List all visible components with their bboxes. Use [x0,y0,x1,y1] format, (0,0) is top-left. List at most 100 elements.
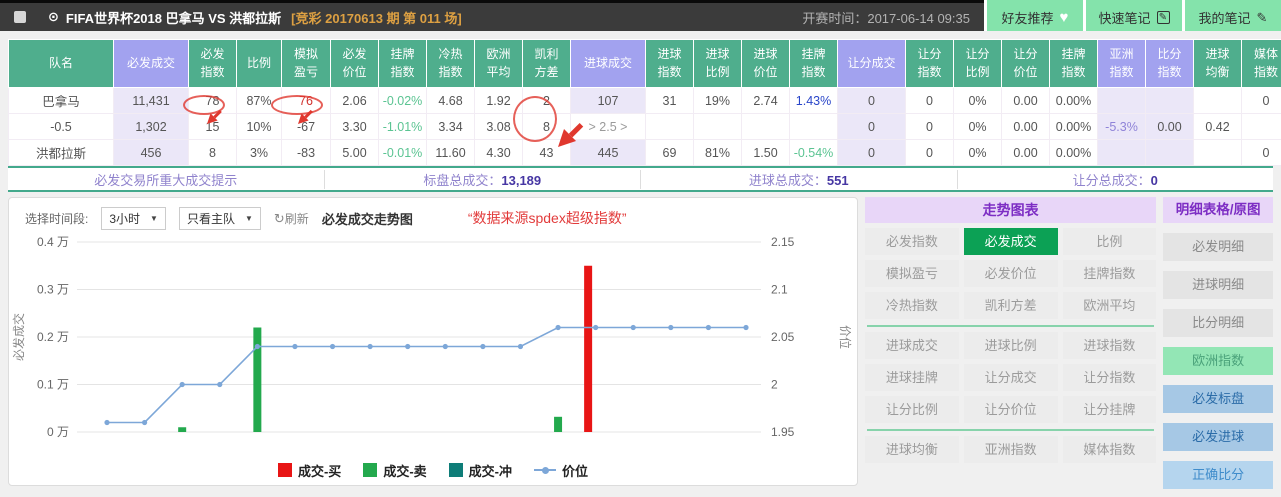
heart-icon: ♥ [1059,8,1069,26]
table-cell: 11.60 [426,139,475,166]
col-header: 进球成交 [570,39,646,88]
time-range-select[interactable]: 3小时 ▼ [101,206,166,230]
trend-btn-asian-index[interactable]: 亚洲指数 [963,436,1058,463]
match-checkbox[interactable] [14,11,26,23]
col-header: 进球均衡 [1193,39,1242,88]
detail-btn-bifa-market[interactable]: 必发标盘 [1163,385,1273,413]
svg-text:2.15: 2.15 [771,235,795,249]
trend-btn-handicap-listing[interactable]: 让分挂牌 [1062,396,1157,423]
trend-btn-sim-pnl[interactable]: 模拟盈亏 [865,260,959,287]
table-cell: 0.00% [1049,113,1098,140]
trend-btn-goal-volume[interactable]: 进球成交 [865,332,959,359]
team-scope-select[interactable]: 只看主队 ▼ [178,206,261,230]
summary-value: 13,189 [501,172,542,188]
table-cell: 10% [236,113,282,140]
table-cell: 0% [953,113,1002,140]
table-cell: 87% [236,87,282,114]
divider [867,429,1155,431]
table-cell: 5.00 [330,139,379,166]
svg-text:0.2 万: 0.2 万 [37,330,69,344]
refresh-button[interactable]: ↻刷新 [274,210,309,227]
table-cell: 3.34 [426,113,475,140]
table-cell: 76 [281,87,331,114]
col-header: 挂牌指数 [378,39,427,88]
trend-btn-goal-index[interactable]: 进球指数 [1062,332,1157,359]
match-title: ⊙ FIFA世界杯2018 巴拿马 VS 洪都拉斯 [48,8,281,27]
detail-btn-goal[interactable]: 进球明细 [1163,271,1273,299]
trend-btn-ratio[interactable]: 比例 [1062,228,1157,255]
svg-text:2: 2 [771,378,778,392]
pencil-icon: ✎ [1256,9,1268,25]
goal-line-cell: > 2.5 > [570,113,646,140]
legend-item: 成交-买 [277,461,341,480]
detail-btn-bifa[interactable]: 必发明细 [1163,233,1273,261]
handicap-total-matched: 让分总成交：0 [958,170,1274,189]
svg-text:0 万: 0 万 [47,425,69,439]
table-cell: 8 [522,113,571,140]
legend-label: 成交-冲 [468,463,512,479]
time-range-value: 3小时 [109,211,141,226]
trend-chart-card: 选择时间段: 3小时 ▼ 只看主队 ▼ ↻刷新 必发成交走势图 “数据来源spd… [8,197,858,486]
table-cell [1193,87,1242,114]
summary-label: 让分总成交： [1072,172,1151,188]
table-cell: 0.00 [1001,87,1050,114]
detail-panel-title: 明细表格/原图 [1163,197,1273,223]
col-header: 必发价位 [330,39,379,88]
friend-recommend-label: 好友推荐 [1001,10,1054,26]
trend-btn-hot-cold[interactable]: 冷热指数 [865,292,959,319]
goals-total-matched: 进球总成交：551 [641,169,958,189]
table-cell: 4.30 [474,139,523,166]
my-note-button[interactable]: 我的笔记 ✎ [1182,0,1281,31]
my-note-label: 我的笔记 [1198,10,1251,26]
col-header: 队名 [8,39,114,88]
legend-label: 成交-卖 [383,463,427,479]
data-source-note: “数据来源spdex超级指数” [467,210,627,226]
trend-btn-kelly[interactable]: 凯利方差 [963,292,1058,319]
trend-btn-bifa-price[interactable]: 必发价位 [963,260,1058,287]
quick-note-button[interactable]: 快速笔记 ✎ [1083,0,1182,31]
trend-btn-handicap-volume[interactable]: 让分成交 [963,364,1058,391]
col-header: 让分成交 [837,39,906,88]
detail-btn-score[interactable]: 比分明细 [1163,309,1273,337]
table-cell: 2.74 [741,87,790,114]
trend-btn-bifa-volume[interactable]: 必发成交 [963,228,1058,255]
trend-btn-handicap-ratio[interactable]: 让分比例 [865,396,959,423]
detail-btn-correct-score[interactable]: 正确比分 [1163,461,1273,489]
table-cell [1241,113,1281,140]
team-scope-value: 只看主队 [186,211,235,226]
col-header: 进球指数 [645,39,694,88]
table-cell: 1.43% [789,87,838,114]
trend-btn-listing-index[interactable]: 挂牌指数 [1062,260,1157,287]
chevron-down-icon: ▼ [244,213,253,223]
col-header: 比例 [236,39,282,88]
table-cell: -67 [281,113,331,140]
svg-text:2.05: 2.05 [771,330,795,344]
trend-btn-goal-listing[interactable]: 进球挂牌 [865,364,959,391]
trend-btn-media-index[interactable]: 媒体指数 [1062,436,1157,463]
table-cell: 0% [953,139,1002,166]
trend-btn-handicap-index[interactable]: 让分指数 [1062,364,1157,391]
trend-btn-euro-avg[interactable]: 欧洲平均 [1062,292,1157,319]
table-cell [1145,87,1194,114]
trend-btn-goal-ratio[interactable]: 进球比例 [963,332,1058,359]
col-header: 媒体指数 [1241,39,1281,88]
col-header: 让分指数 [905,39,954,88]
trend-chart: 0.4 万 2.15 0.3 万 2.1 0.2 万 2.05 0.1 万 2 0 万 1.95 必… [11,235,853,439]
friend-recommend-button[interactable]: 好友推荐 ♥ [984,0,1083,31]
svg-text:必发成交: 必发成交 [11,313,26,361]
trend-btn-goal-balance[interactable]: 进球均衡 [865,436,959,463]
col-header: 模拟盈亏 [281,39,331,88]
detail-btn-euro-index[interactable]: 欧洲指数 [1163,347,1273,375]
team-name-cell: 洪都拉斯 [8,139,114,166]
summary-value: 0 [1150,172,1158,188]
summary-label: 标盘总成交： [423,172,502,188]
table-cell: 0 [837,113,906,140]
divider [867,325,1155,327]
table-cell: 69 [645,139,694,166]
detail-btn-bifa-goal[interactable]: 必发进球 [1163,423,1273,451]
trend-btn-bifa-index[interactable]: 必发指数 [865,228,959,255]
legend-label: 价位 [562,463,589,479]
trend-btn-handicap-price[interactable]: 让分价位 [963,396,1058,423]
col-header: 欧洲平均 [474,39,523,88]
table-cell: 2 [522,87,571,114]
